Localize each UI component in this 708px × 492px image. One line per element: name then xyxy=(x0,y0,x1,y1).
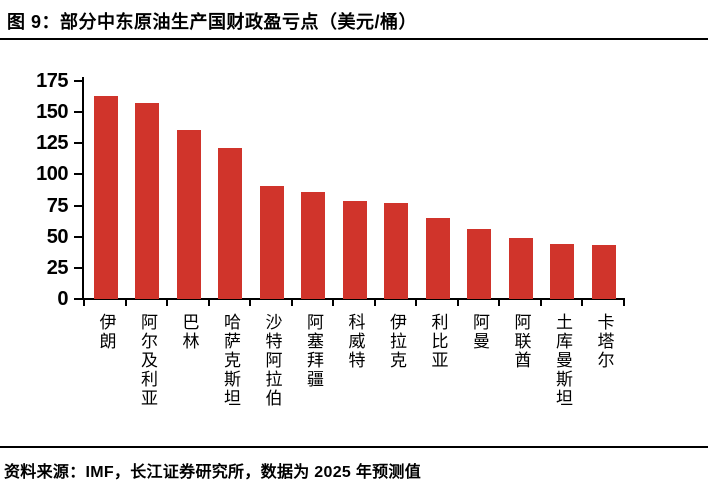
source-note: 资料来源：IMF，长江证券研究所，数据为 2025 年预测值 xyxy=(4,464,422,481)
x-axis-tick xyxy=(373,300,376,306)
x-axis-category-label: 阿塞拜疆 xyxy=(304,313,323,389)
x-axis-tick xyxy=(83,300,85,306)
x-axis-tick xyxy=(332,300,334,306)
x-axis-category-label: 巴林 xyxy=(179,313,199,351)
x-axis-category-label: 利比亚 xyxy=(428,313,448,370)
x-axis-tick xyxy=(290,300,293,306)
y-axis-tick-label: 150 xyxy=(36,101,68,124)
y-axis-tick-label: 75 xyxy=(46,194,69,217)
x-axis-tick xyxy=(124,300,127,306)
bar-利比亚 xyxy=(425,218,450,299)
y-axis-tick xyxy=(74,80,82,82)
x-axis-tick xyxy=(539,300,542,306)
bar-伊朗 xyxy=(93,95,118,299)
x-axis-tick xyxy=(498,300,500,306)
figure-title: 图 9：部分中东原油生产国财政盈亏点（美元/桶） xyxy=(7,12,418,32)
y-axis-tick xyxy=(74,111,82,114)
bar-哈萨克斯坦 xyxy=(218,148,242,299)
x-axis-category-label: 阿曼 xyxy=(470,313,489,351)
x-axis-category-label: 卡塔尔 xyxy=(594,313,614,370)
x-axis-category-label: 土库曼斯坦 xyxy=(553,313,572,408)
bar-阿曼 xyxy=(467,229,491,299)
x-axis-tick xyxy=(622,300,625,306)
x-axis-category-label: 阿尔及利亚 xyxy=(138,313,157,408)
x-axis-category-label: 科威特 xyxy=(345,313,365,370)
y-axis-tick xyxy=(74,173,82,176)
y-axis-tick xyxy=(74,298,82,300)
x-axis-tick xyxy=(207,300,210,306)
bar-阿塞拜疆 xyxy=(301,191,325,299)
y-axis-line xyxy=(82,77,84,300)
y-axis-tick xyxy=(74,235,82,238)
y-axis-tick-label: 25 xyxy=(46,256,69,279)
x-axis-tick xyxy=(415,300,417,306)
bar-巴林 xyxy=(176,129,201,299)
y-axis-tick-label: 50 xyxy=(46,225,69,248)
bar-卡塔尔 xyxy=(591,245,616,299)
x-axis-category-label: 伊拉克 xyxy=(387,313,406,370)
bar-科威特 xyxy=(342,200,367,299)
bar-沙特阿拉伯 xyxy=(259,185,284,299)
x-axis-category-label: 哈萨克斯坦 xyxy=(221,313,240,408)
bar-阿联酋 xyxy=(508,237,533,299)
footer-divider xyxy=(0,446,708,448)
x-axis-category-label: 阿联酋 xyxy=(511,313,531,370)
y-axis-tick xyxy=(74,204,82,207)
y-axis-tick xyxy=(74,266,82,269)
x-axis-tick xyxy=(249,300,251,306)
x-axis-tick xyxy=(581,300,583,306)
x-axis-line xyxy=(82,298,625,300)
y-axis-tick-label: 100 xyxy=(36,163,68,186)
bar-chart: 0 25 50 75 100 125 150 175 伊朗 阿尔及利亚 巴林 哈萨克斯坦 沙特阿拉伯 阿塞… xyxy=(36,70,625,408)
x-axis-category-label: 伊朗 xyxy=(96,313,116,351)
x-axis-category-label: 沙特阿拉伯 xyxy=(262,313,282,408)
bar-阿尔及利亚 xyxy=(135,103,159,299)
x-axis-tick xyxy=(166,300,168,306)
bar-土库曼斯坦 xyxy=(550,244,574,299)
title-divider xyxy=(0,38,708,40)
y-axis-tick-label: 125 xyxy=(36,132,68,155)
y-axis-tick xyxy=(74,142,82,145)
x-axis-tick xyxy=(456,300,459,306)
y-axis-tick-label: 175 xyxy=(36,70,68,92)
bar-伊拉克 xyxy=(384,203,408,299)
y-axis-tick-label: 0 xyxy=(57,288,68,310)
